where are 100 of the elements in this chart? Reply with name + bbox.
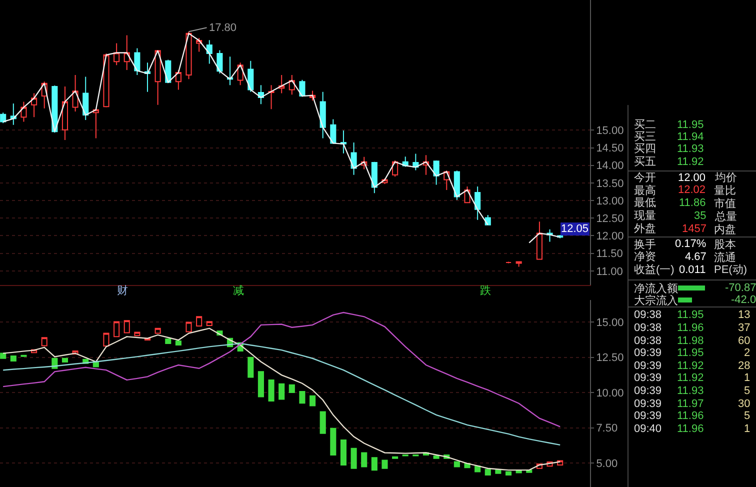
- y-tick-label: 13.50: [596, 178, 624, 190]
- text: 均价: [714, 172, 737, 184]
- line-series: [2, 328, 561, 471]
- candlestick: [10, 102, 16, 126]
- line-series: [2, 342, 561, 446]
- candlestick: [62, 358, 68, 363]
- text: 净资: [634, 251, 656, 263]
- y-tick-label: 12.50: [596, 213, 624, 225]
- candlestick: [454, 170, 460, 200]
- text: 今开: [634, 172, 656, 184]
- text: 流通: [714, 251, 736, 264]
- text: 0.17%: [675, 238, 706, 250]
- text: 09:39: [634, 372, 662, 384]
- candlestick: [340, 130, 347, 154]
- candlestick: [248, 60, 254, 92]
- candlestick: [206, 40, 212, 64]
- text: -42.0: [731, 294, 756, 306]
- text: 量比: [714, 184, 736, 197]
- text: 11.92: [677, 156, 704, 168]
- text: 09:39: [634, 385, 662, 397]
- candlestick: [474, 186, 481, 220]
- text: 09:38: [634, 335, 662, 347]
- candlestick: [206, 321, 212, 326]
- text: 12.00: [678, 172, 706, 184]
- text: 11.95: [677, 119, 704, 131]
- candlestick: [41, 337, 48, 346]
- annotation: 跌: [480, 285, 491, 297]
- candlestick: [340, 440, 347, 466]
- text: 11.96: [677, 423, 704, 435]
- candlestick: [382, 460, 388, 469]
- candlestick: [31, 92, 38, 118]
- candlestick: [154, 49, 161, 106]
- text: 4.67: [685, 251, 706, 263]
- candlestick: [433, 160, 440, 186]
- y-tick-label: 13.00: [596, 195, 624, 208]
- candlestick: [124, 320, 130, 334]
- candlestick: [248, 356, 254, 378]
- text: 12.02: [678, 184, 706, 196]
- candlestick: [114, 42, 120, 66]
- text: 37: [738, 322, 750, 334]
- text: 1: [744, 423, 750, 435]
- candlestick: [165, 338, 172, 344]
- text: 大宗流入: [634, 294, 678, 307]
- y-tick-label: 15.00: [596, 125, 624, 138]
- text: 买五: [634, 156, 656, 168]
- candlestick: [72, 74, 78, 112]
- candlestick: [536, 221, 542, 260]
- candlestick: [186, 322, 192, 332]
- y-tick-label: 5.00: [596, 458, 618, 470]
- text: 股本: [714, 238, 736, 251]
- candlestick: [288, 384, 295, 394]
- candlestick: [92, 109, 99, 139]
- text: 09:38: [634, 309, 662, 321]
- text: 买四: [634, 143, 656, 155]
- candlestick: [320, 411, 326, 434]
- text: 11.96: [677, 322, 704, 334]
- y-tick-label: 12.50: [596, 352, 624, 364]
- candlestick: [134, 48, 140, 76]
- candlestick: [278, 74, 285, 94]
- text: 11.92: [677, 372, 704, 384]
- text: 市值: [714, 197, 736, 210]
- candlestick: [320, 91, 326, 139]
- candlestick: [350, 448, 357, 469]
- candlestick: [505, 261, 512, 264]
- candlestick: [196, 316, 202, 326]
- text: 11.95: [677, 309, 704, 321]
- y-tick-label: 10.00: [596, 387, 624, 400]
- text: 买二: [634, 119, 656, 131]
- candlestick: [258, 371, 264, 398]
- candlestick: [114, 321, 120, 338]
- candlestick: [186, 31, 192, 80]
- candlestick: [103, 52, 110, 108]
- text: 09:39: [634, 347, 662, 359]
- annotation: 17.80: [209, 22, 237, 34]
- text: 11.93: [677, 143, 704, 155]
- candlestick: [278, 383, 285, 400]
- candlestick: [330, 118, 336, 144]
- text: 13: [738, 309, 750, 321]
- candlestick: [124, 34, 130, 71]
- text: 最高: [634, 184, 656, 197]
- text: 换手: [634, 238, 656, 251]
- text: 09:38: [634, 322, 662, 334]
- text: 09:39: [634, 410, 662, 422]
- line-series: [2, 312, 561, 428]
- candlestick: [20, 101, 27, 122]
- candlestick: [299, 391, 306, 404]
- text: 买三: [634, 131, 656, 143]
- text: PE(动): [714, 264, 747, 276]
- candlestick: [330, 428, 336, 456]
- y-tick-label: 14.50: [596, 142, 624, 155]
- text: 11.86: [679, 197, 706, 209]
- y-tick-label: 11.00: [596, 266, 623, 278]
- text: 11.95: [677, 347, 704, 359]
- text: 09:40: [634, 423, 662, 435]
- text: 净流入额: [634, 282, 678, 295]
- text: 11.96: [677, 410, 704, 422]
- text: 30: [738, 398, 750, 410]
- text: 11.98: [677, 335, 704, 347]
- y-tick-label: 7.50: [596, 422, 618, 435]
- text: 最低: [634, 197, 656, 209]
